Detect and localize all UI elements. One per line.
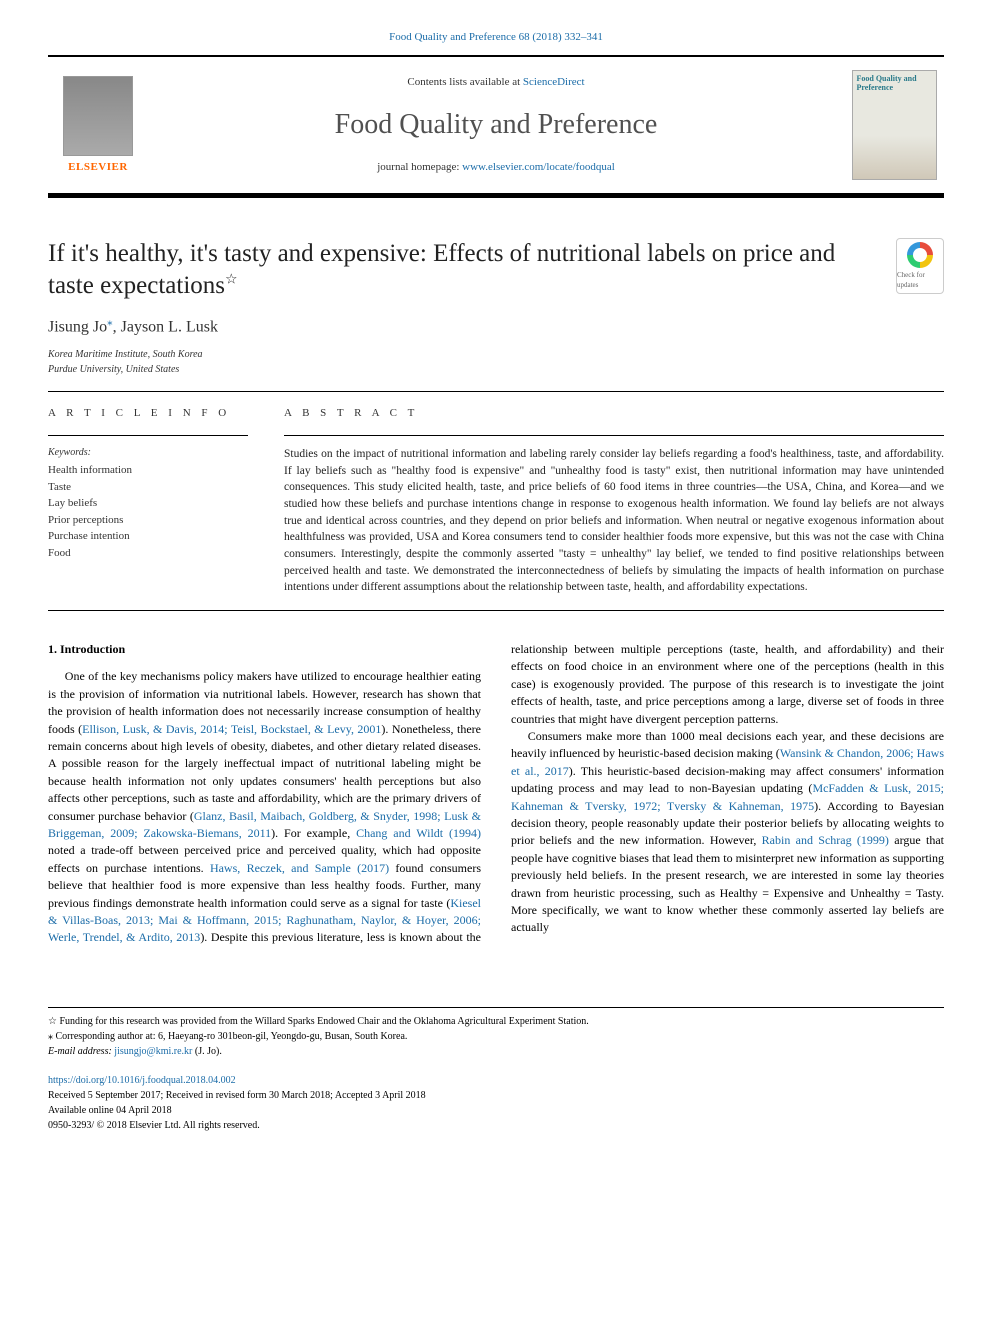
body-text: argue that people have cognitive biases …: [511, 833, 944, 934]
divider-top: [48, 391, 944, 392]
citation-link[interactable]: Rabin and Schrag (1999): [762, 833, 889, 847]
keyword: Food: [48, 545, 248, 562]
funding-text: Funding for this research was provided f…: [57, 1016, 589, 1027]
sciencedirect-link[interactable]: ScienceDirect: [523, 76, 585, 88]
citation-link[interactable]: Ellison, Lusk, & Davis, 2014; Teisl, Boc…: [82, 722, 381, 736]
citation-link[interactable]: Haws, Reczek, and Sample (2017): [210, 861, 389, 875]
keyword: Lay beliefs: [48, 495, 248, 512]
cover-thumb-block: Food Quality and Preference: [844, 65, 944, 185]
footnotes: ☆ Funding for this research was provided…: [48, 1007, 944, 1059]
abstract-text: Studies on the impact of nutritional inf…: [284, 446, 944, 596]
email-footnote: E-mail address: jisungjo@kmi.re.kr (J. J…: [48, 1044, 944, 1059]
author-2: Jayson L. Lusk: [121, 318, 218, 335]
journal-title: Food Quality and Preference: [148, 105, 844, 144]
received-line: Received 5 September 2017; Received in r…: [48, 1088, 944, 1103]
funding-marker: ☆: [48, 1016, 57, 1027]
copyright-line: 0950-3293/ © 2018 Elsevier Ltd. All righ…: [48, 1118, 944, 1133]
divider-bottom: [48, 610, 944, 611]
keywords-heading: Keywords:: [48, 446, 248, 460]
citation-link[interactable]: Food Quality and Preference 68 (2018) 33…: [389, 31, 603, 43]
article-info-column: A R T I C L E I N F O Keywords: Health i…: [48, 406, 248, 596]
keyword: Purchase intention: [48, 528, 248, 545]
abstract-column: A B S T R A C T Studies on the impact of…: [284, 406, 944, 596]
affiliation-1: Korea Maritime Institute, South Korea: [48, 347, 944, 362]
email-suffix: (J. Jo).: [192, 1046, 221, 1057]
homepage-line: journal homepage: www.elsevier.com/locat…: [148, 160, 844, 175]
section-heading: 1. Introduction: [48, 641, 481, 658]
email-label: E-mail address:: [48, 1046, 114, 1057]
contents-line: Contents lists available at ScienceDirec…: [148, 75, 844, 90]
article-info-label: A R T I C L E I N F O: [48, 406, 248, 421]
crossmark-label: Check for updates: [897, 271, 943, 291]
author-1: Jisung Jo: [48, 318, 107, 335]
journal-banner: ELSEVIER Contents lists available at Sci…: [48, 55, 944, 198]
citation-header: Food Quality and Preference 68 (2018) 33…: [48, 30, 944, 45]
body-text: 1. Introduction One of the key mechanism…: [48, 641, 944, 947]
crossmark-badge[interactable]: Check for updates: [896, 238, 944, 294]
article-title-text: If it's healthy, it's tasty and expensiv…: [48, 240, 835, 298]
affiliations: Korea Maritime Institute, South Korea Pu…: [48, 347, 944, 377]
homepage-prefix: journal homepage:: [377, 161, 462, 173]
corresponding-footnote: ⁎ Corresponding author at: 6, Haeyang-ro…: [48, 1029, 944, 1044]
keyword: Prior perceptions: [48, 512, 248, 529]
keyword: Health information: [48, 462, 248, 479]
citation-link[interactable]: Trendel, & Ardito, 2013: [83, 930, 201, 944]
title-footnote-marker: ☆: [225, 272, 238, 287]
abstract-label: A B S T R A C T: [284, 406, 944, 421]
citation-link[interactable]: Chang and Wildt (1994): [356, 826, 481, 840]
journal-cover-thumbnail: Food Quality and Preference: [852, 70, 937, 180]
publisher-name: ELSEVIER: [68, 160, 128, 175]
elsevier-tree-icon: [63, 76, 133, 156]
body-text: ). Nonetheless, there remain concerns ab…: [48, 722, 481, 823]
cover-title: Food Quality and Preference: [857, 75, 932, 93]
funding-footnote: ☆ Funding for this research was provided…: [48, 1014, 944, 1029]
footer-meta: https://doi.org/10.1016/j.foodqual.2018.…: [48, 1073, 944, 1133]
available-line: Available online 04 April 2018: [48, 1103, 944, 1118]
authors-line: Jisung Jo⁎, Jayson L. Lusk: [48, 315, 944, 339]
keywords-list: Health information Taste Lay beliefs Pri…: [48, 462, 248, 561]
abstract-divider: [284, 435, 944, 436]
contents-prefix: Contents lists available at: [407, 76, 522, 88]
homepage-link[interactable]: www.elsevier.com/locate/foodqual: [462, 161, 615, 173]
article-title: If it's healthy, it's tasty and expensiv…: [48, 238, 896, 301]
email-link[interactable]: jisungjo@kmi.re.kr: [114, 1046, 192, 1057]
author-sep: ,: [113, 318, 121, 335]
info-divider: [48, 435, 248, 436]
publisher-logo-block: ELSEVIER: [48, 70, 148, 180]
doi-link[interactable]: https://doi.org/10.1016/j.foodqual.2018.…: [48, 1075, 236, 1086]
affiliation-2: Purdue University, United States: [48, 362, 944, 377]
body-text: ). For example,: [271, 826, 356, 840]
keyword: Taste: [48, 479, 248, 496]
banner-center: Contents lists available at ScienceDirec…: [148, 75, 844, 175]
crossmark-icon: [907, 242, 933, 268]
corr-text: Corresponding author at: 6, Haeyang-ro 3…: [53, 1031, 407, 1042]
